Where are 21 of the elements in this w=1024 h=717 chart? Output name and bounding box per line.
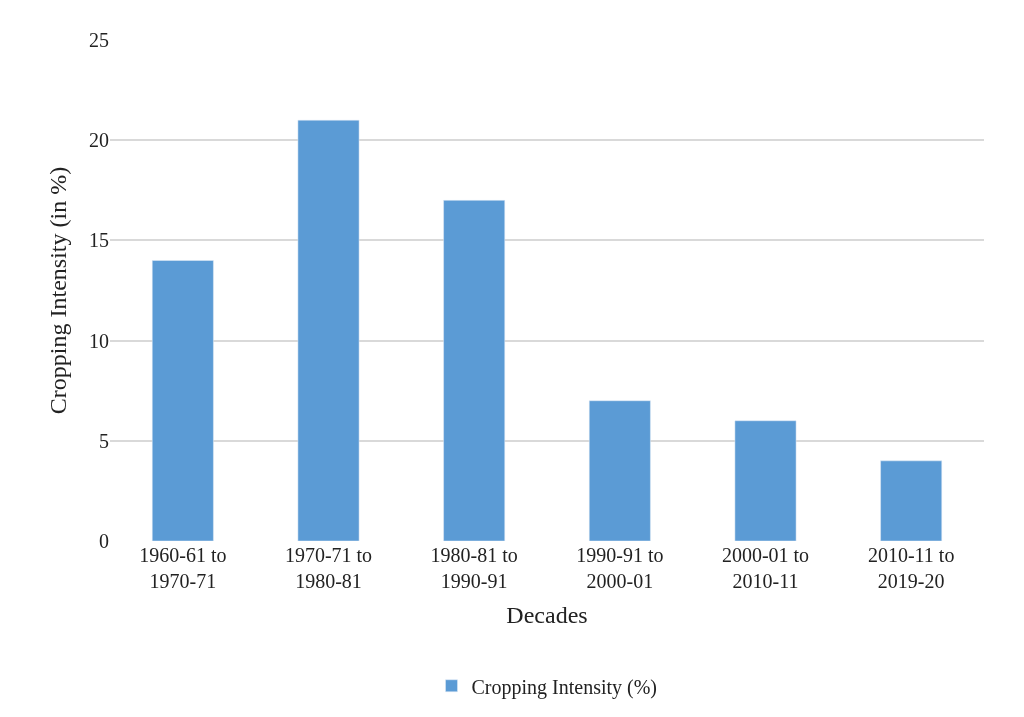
- x-tick-label: 1990-91 to 2000-01: [576, 544, 664, 592]
- legend-label: Cropping Intensity (%): [471, 675, 658, 699]
- bar: [880, 460, 943, 541]
- y-tick-label: 5: [99, 429, 109, 452]
- x-tick-label: 1960-61 to 1970-71: [139, 544, 227, 592]
- bar: [734, 420, 797, 541]
- bar: [151, 260, 214, 541]
- x-tick-label: 1970-71 to 1980-81: [284, 544, 373, 592]
- y-tick-label: 0: [99, 530, 109, 552]
- x-tick-label: 2000-01 to 2010-11: [721, 544, 810, 592]
- y-tick-label: 10: [89, 329, 109, 352]
- y-tick-label: 15: [89, 229, 109, 252]
- x-tick-label: 2010-11 to 2019-20: [867, 544, 955, 592]
- y-tick-label: 20: [89, 129, 109, 152]
- bar: [297, 119, 360, 541]
- y-tick-label: 25: [89, 29, 109, 51]
- y-axis-title: Cropping Intensity (in %): [45, 166, 72, 415]
- bar: [588, 400, 651, 541]
- bar: [443, 200, 506, 541]
- x-axis-title: Decades: [506, 602, 588, 629]
- x-tick-label: 1980-81 to 1990-91: [430, 544, 518, 592]
